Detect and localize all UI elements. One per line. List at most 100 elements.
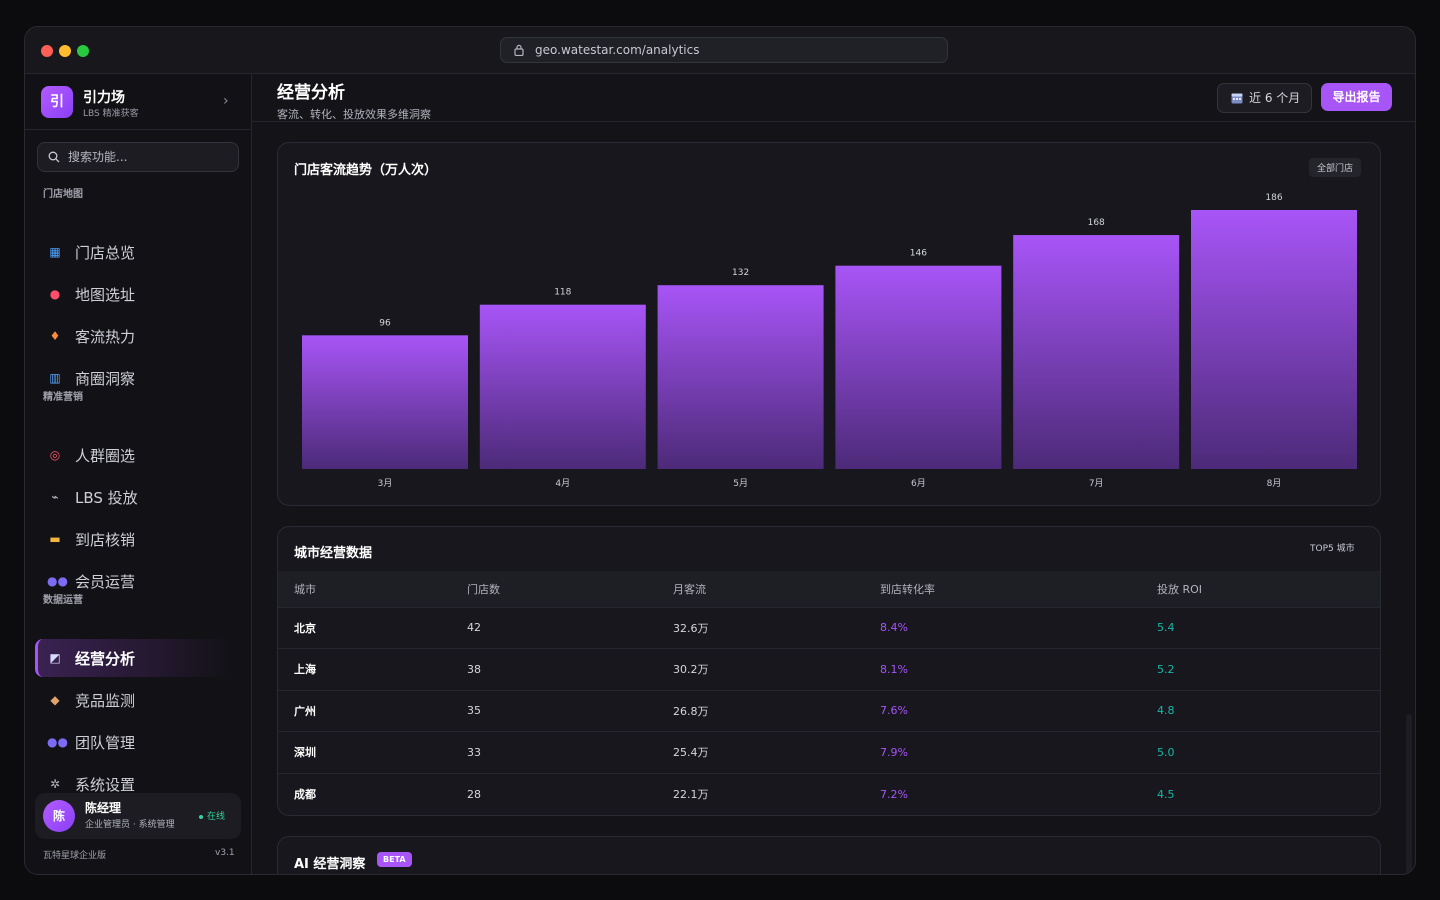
search-box[interactable] xyxy=(37,142,239,172)
table-header-row: 城市 门店数 月客流 到店转化率 投放 ROI xyxy=(278,571,1380,607)
user-card[interactable]: 陈 陈经理 企业管理员 · 系统管理 在线 xyxy=(35,793,241,839)
team-icon: ●● xyxy=(47,735,68,749)
cell-roi: 5.2 xyxy=(1141,648,1380,690)
sidebar-item-label: 地图选址 xyxy=(75,286,136,304)
sidebar-item-lbs-ads[interactable]: ⌁ LBS 投放 xyxy=(35,478,231,516)
chart-bar[interactable] xyxy=(479,304,646,469)
cell-roi: 5.4 xyxy=(1141,606,1380,649)
scrollbar[interactable] xyxy=(1406,714,1412,874)
cell-stores: 28 xyxy=(451,772,657,815)
url-text: geo.watestar.com/analytics xyxy=(535,43,700,57)
sidebar-item-traffic-heat[interactable]: ♦ 客流热力 xyxy=(35,317,231,355)
cell-city: 成都 xyxy=(278,772,451,815)
column-header-city[interactable]: 城市 xyxy=(278,571,451,607)
sidebar-item-member-ops[interactable]: ●● 会员运营 xyxy=(35,562,231,600)
sidebar-item-label: 竞品监测 xyxy=(75,692,136,710)
sidebar-item-business-analysis[interactable]: ◩ 经营分析 xyxy=(35,639,231,677)
cell-city: 广州 xyxy=(278,689,451,732)
x-tick-label: 6月 xyxy=(911,478,926,489)
sidebar-item-site-selection[interactable]: ● 地图选址 xyxy=(35,275,231,313)
date-range-button[interactable]: 近 6 个月 xyxy=(1217,83,1312,113)
chart-icon: ◩ xyxy=(49,651,61,665)
sidebar-item-label: 系统设置 xyxy=(75,776,136,794)
edition-label: 瓦特星球企业版 xyxy=(43,851,107,861)
ai-card-title: AI 经营洞察 xyxy=(294,857,366,872)
traffic-bar-chart: 96 3月 118 4月 132 5月 146 6月 168 7月 186 8月 xyxy=(302,193,1357,489)
pin-icon: ● xyxy=(49,287,61,301)
sidebar-item-team-management[interactable]: ●● 团队管理 xyxy=(35,723,231,761)
bar-value-label: 132 xyxy=(732,268,749,278)
lock-icon xyxy=(514,44,524,56)
sidebar-item-competitor-monitor[interactable]: ◆ 竞品监测 xyxy=(35,681,231,719)
sidebar-item-district-insight[interactable]: ▥ 商圈洞察 xyxy=(35,359,231,397)
chart-bar[interactable] xyxy=(1191,210,1357,469)
beta-badge: BETA xyxy=(377,852,412,867)
sidebar-item-label: 门店总览 xyxy=(75,244,136,262)
traffic-trend-card: 门店客流趋势（万人次） 全部门店 96 3月 118 4月 132 5月 146 6月 168 7… xyxy=(277,142,1381,506)
sidebar-item-store-redemption[interactable]: ▬ 到店核销 xyxy=(35,520,231,558)
cell-roi: 4.5 xyxy=(1141,772,1380,815)
cell-stores: 35 xyxy=(451,689,657,732)
sidebar: 引 引力场 LBS 精准获客 › 门店地图 ▦ 门店总览 ● 地图选址 ♦ 客流… xyxy=(25,74,252,874)
store-filter-chip[interactable]: 全部门店 xyxy=(1309,158,1362,177)
brand-subtitle: LBS 精准获客 xyxy=(83,109,139,119)
maximize-window-button[interactable] xyxy=(77,45,89,57)
cell-city: 深圳 xyxy=(278,731,451,773)
chart-bar[interactable] xyxy=(657,285,824,469)
cell-conversion: 8.1% xyxy=(864,648,1141,690)
cell-city: 上海 xyxy=(278,648,451,690)
cell-conversion: 7.9% xyxy=(864,731,1141,773)
column-header-roi[interactable]: 投放 ROI xyxy=(1141,571,1380,607)
ai-insight-card: AI 经营洞察 BETA xyxy=(277,836,1381,874)
cell-traffic: 32.6万 xyxy=(657,606,864,649)
flame-icon: ♦ xyxy=(49,329,61,343)
ticket-icon: ▬ xyxy=(49,532,61,546)
cell-traffic: 26.8万 xyxy=(657,689,864,732)
table-row[interactable]: 成都 28 22.1万 7.2% 4.5 xyxy=(278,772,1380,815)
cell-stores: 42 xyxy=(451,606,657,649)
table-row[interactable]: 广州 35 26.8万 7.6% 4.8 xyxy=(278,689,1380,732)
avatar: 陈 xyxy=(43,800,75,832)
close-window-button[interactable] xyxy=(41,45,53,57)
chart-bar[interactable] xyxy=(1013,235,1180,469)
bar-value-label: 118 xyxy=(554,288,571,298)
sidebar-item-label: 客流热力 xyxy=(75,328,136,346)
minimize-window-button[interactable] xyxy=(59,45,71,57)
section-label-data-ops: 数据运营 xyxy=(43,595,83,606)
user-role: 企业管理员 · 系统管理 xyxy=(85,820,175,830)
cell-traffic: 30.2万 xyxy=(657,648,864,690)
bar-value-label: 146 xyxy=(910,249,927,259)
x-tick-label: 4月 xyxy=(555,478,570,489)
cell-stores: 38 xyxy=(451,648,657,690)
column-header-conversion[interactable]: 到店转化率 xyxy=(864,571,1141,607)
x-tick-label: 5月 xyxy=(733,478,748,489)
export-report-button[interactable]: 导出报告 xyxy=(1321,83,1392,111)
cell-traffic: 22.1万 xyxy=(657,772,864,815)
table-row[interactable]: 上海 38 30.2万 8.1% 5.2 xyxy=(278,648,1380,690)
address-bar[interactable]: geo.watestar.com/analytics xyxy=(500,37,948,63)
city-data-table: 城市 门店数 月客流 到店转化率 投放 ROI 北京 42 32.6万 8.4%… xyxy=(278,571,1380,815)
bar-value-label: 96 xyxy=(379,318,391,328)
cell-roi: 4.8 xyxy=(1141,689,1380,732)
brand-logo: 引 xyxy=(41,86,73,118)
table-row[interactable]: 北京 42 32.6万 8.4% 5.4 xyxy=(278,606,1380,649)
sidebar-item-store-overview[interactable]: ▦ 门店总览 xyxy=(35,233,231,271)
column-header-traffic[interactable]: 月客流 xyxy=(657,571,864,607)
page-header: 经营分析 客流、转化、投放效果多维洞察 近 6 个月 导出报告 xyxy=(252,74,1415,122)
x-tick-label: 8月 xyxy=(1267,478,1282,489)
sidebar-item-system-settings[interactable]: ✲ 系统设置 xyxy=(35,765,231,803)
app-window: geo.watestar.com/analytics 引 引力场 LBS 精准获… xyxy=(24,26,1416,875)
column-header-stores[interactable]: 门店数 xyxy=(451,571,657,607)
chart-bar[interactable] xyxy=(302,335,468,469)
chevron-right-icon[interactable]: › xyxy=(223,93,229,109)
chart-bar[interactable] xyxy=(835,265,1002,469)
sidebar-item-audience-selection[interactable]: ◎ 人群圈选 xyxy=(35,436,231,474)
search-input[interactable] xyxy=(68,143,233,171)
cell-roi: 5.0 xyxy=(1141,731,1380,773)
table-row[interactable]: 深圳 33 25.4万 7.9% 5.0 xyxy=(278,731,1380,773)
city-data-card: 城市经营数据 TOP5 城市 城市 门店数 月客流 到店转化率 投放 ROI 北… xyxy=(277,526,1381,816)
page-title: 经营分析 xyxy=(277,83,345,103)
traffic-card-title: 门店客流趋势（万人次） xyxy=(294,163,438,178)
brand-header[interactable]: 引 引力场 LBS 精准获客 › xyxy=(25,74,251,130)
bar-value-label: 168 xyxy=(1088,218,1105,228)
